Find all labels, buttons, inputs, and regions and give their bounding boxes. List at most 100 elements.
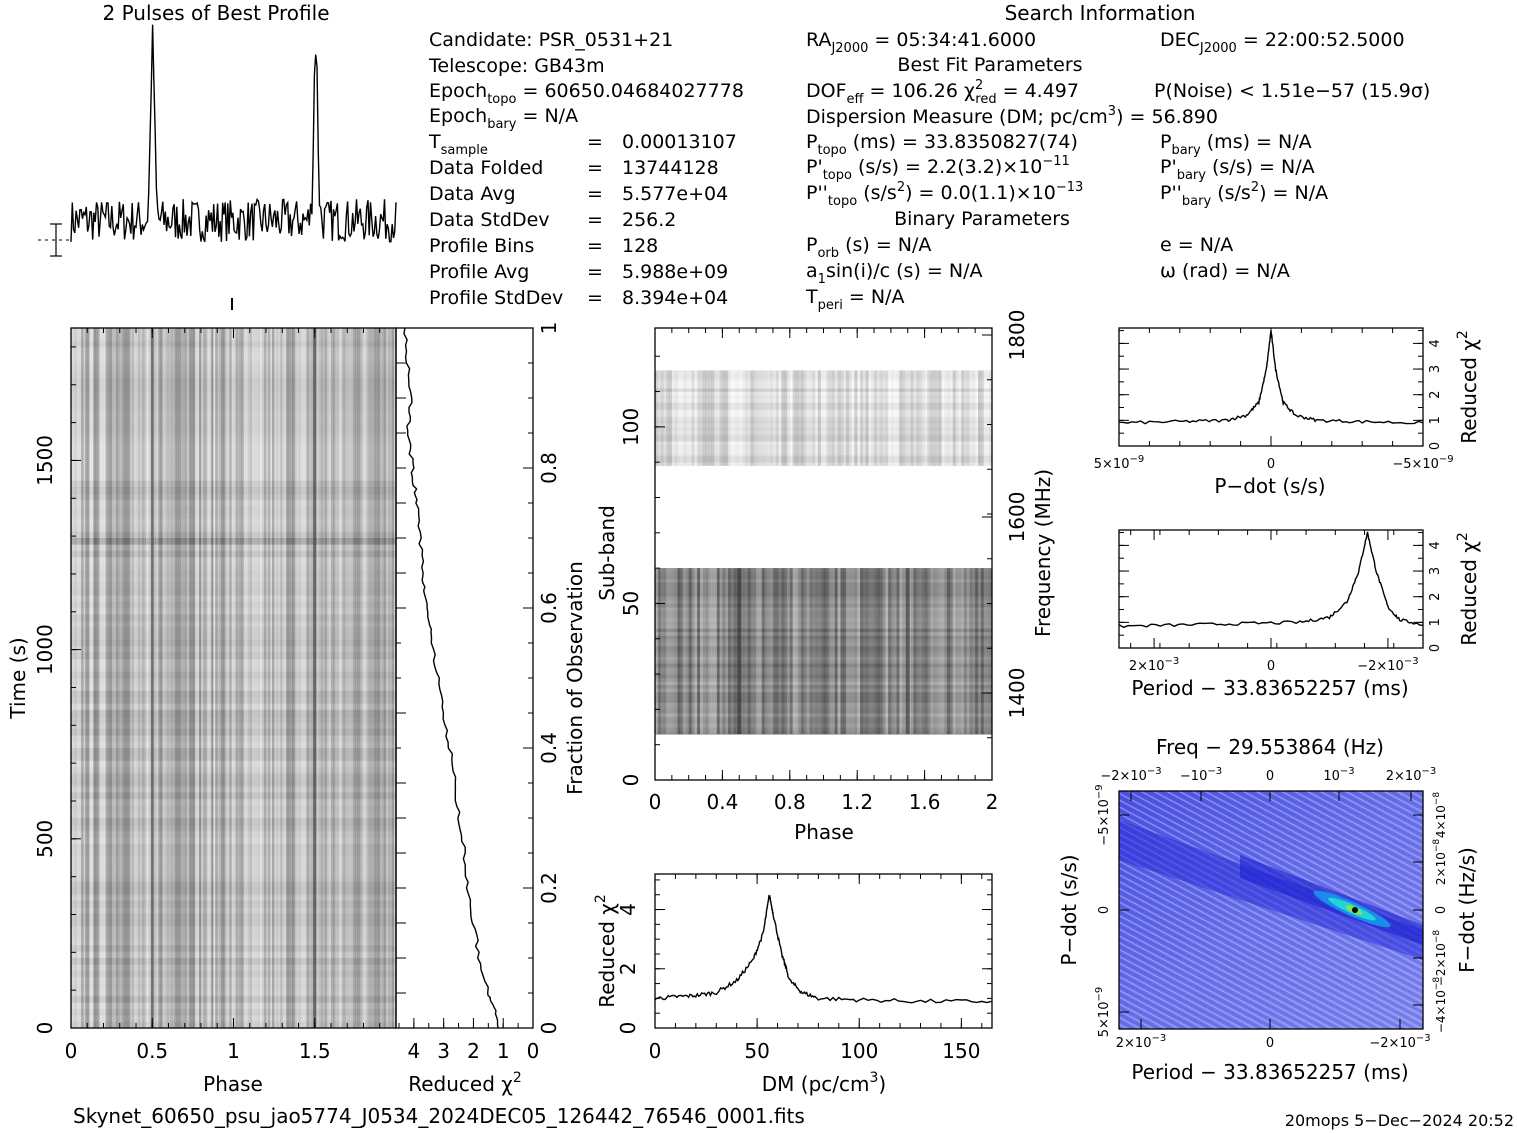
tp-col bbox=[213, 328, 216, 1028]
frac-ytick-label: 0.8 bbox=[537, 452, 561, 484]
sb-col bbox=[958, 568, 962, 735]
tp-col bbox=[186, 328, 190, 1028]
sb-col bbox=[657, 370, 661, 466]
tp-col bbox=[158, 328, 161, 1028]
sb-row bbox=[655, 589, 992, 594]
sb-row bbox=[655, 614, 992, 618]
dm-ytick-label: 2 bbox=[616, 962, 640, 975]
sb-col bbox=[671, 568, 676, 735]
profile-bins-value: 128 bbox=[622, 235, 658, 257]
sb-col bbox=[978, 370, 982, 466]
sb-col bbox=[941, 568, 945, 735]
tp-col bbox=[207, 328, 210, 1028]
eq-4: = bbox=[587, 235, 603, 257]
ppd-bottom-label: 0 bbox=[1266, 1036, 1274, 1051]
sb-col bbox=[694, 568, 698, 735]
sb-row bbox=[655, 426, 992, 431]
sb-col bbox=[764, 568, 768, 735]
sb-col bbox=[792, 568, 796, 735]
sb-col bbox=[733, 568, 737, 735]
eccentricity: e = N/A bbox=[1160, 234, 1233, 256]
tp-col bbox=[324, 328, 328, 1028]
sb-col bbox=[770, 370, 774, 466]
sb-col bbox=[854, 370, 858, 466]
tp-col bbox=[389, 328, 393, 1028]
sb-row bbox=[655, 596, 992, 601]
epoch-topo-line: Epochtopo = 60650.04684027778 bbox=[429, 80, 744, 107]
sb-col bbox=[708, 568, 712, 735]
sb-y2tick-label: 1600 bbox=[1005, 492, 1029, 543]
ppd-left-label: 5×10−9 bbox=[1094, 987, 1112, 1037]
tp-ytick-label: 1000 bbox=[33, 624, 57, 675]
frac-ytick-label: 0.2 bbox=[537, 872, 561, 904]
tp-col bbox=[270, 328, 273, 1028]
sb-col bbox=[938, 568, 942, 735]
sb-col bbox=[846, 370, 850, 466]
tp-col bbox=[369, 328, 373, 1028]
tp-col bbox=[355, 328, 358, 1028]
tp-col bbox=[249, 328, 253, 1028]
sb-col bbox=[963, 568, 968, 735]
sb-col bbox=[725, 370, 729, 466]
sb-col bbox=[660, 568, 664, 735]
tp-col bbox=[172, 328, 176, 1028]
tp-col bbox=[219, 328, 222, 1028]
sb-col bbox=[789, 370, 793, 466]
tp-col bbox=[125, 328, 129, 1028]
sb-col bbox=[778, 370, 782, 466]
chi2-value: 4.497 bbox=[1025, 80, 1079, 102]
sb-col bbox=[691, 370, 695, 466]
sb-col bbox=[848, 370, 852, 466]
sb-col bbox=[767, 370, 771, 466]
sb-col bbox=[829, 370, 833, 466]
data-folded-value: 13744128 bbox=[622, 157, 719, 179]
pdot-chi2-panel: 5×10−9 0 −5×10−9 0 1 2 3 4 bbox=[1094, 327, 1454, 472]
dm-label: Dispersion Measure (DM; pc/cm bbox=[806, 106, 1108, 128]
frac-ytick-label: 0 bbox=[537, 1022, 561, 1035]
sb-col bbox=[685, 568, 690, 735]
fits-filename: Skynet_60650_psu_jao5774_J0534_2024DEC05… bbox=[73, 1104, 805, 1128]
tp-col bbox=[199, 328, 202, 1028]
pd-ytick-label: 4 bbox=[1428, 339, 1443, 347]
sb-col bbox=[753, 370, 757, 466]
sb-col bbox=[655, 568, 659, 735]
sb-col bbox=[840, 568, 844, 735]
pd-ytick-label: 0 bbox=[1428, 442, 1443, 450]
sb-col bbox=[823, 370, 827, 466]
sb-col bbox=[986, 568, 990, 735]
tp-col bbox=[168, 328, 171, 1028]
tp-ylabel: Time (s) bbox=[6, 637, 30, 719]
ppd-ylabel: P−dot (s/s) bbox=[1057, 854, 1081, 965]
sb-col bbox=[862, 568, 866, 735]
sb-col bbox=[758, 370, 763, 466]
tp-col bbox=[343, 328, 346, 1028]
tp-col bbox=[261, 328, 265, 1028]
tp-col bbox=[227, 328, 230, 1028]
sb-col bbox=[750, 370, 754, 466]
tp-col bbox=[71, 328, 74, 1028]
frac-xtick-label: 3 bbox=[437, 1039, 450, 1063]
sb-col bbox=[812, 568, 816, 735]
sb-row bbox=[655, 624, 992, 629]
sb-row bbox=[655, 373, 992, 378]
sb-col bbox=[787, 370, 791, 466]
sb-row bbox=[655, 638, 992, 643]
pd-ytick-label: 1 bbox=[1428, 416, 1443, 424]
sb-col bbox=[840, 370, 844, 466]
sb-col bbox=[699, 370, 704, 466]
tsample-value: 0.00013107 bbox=[622, 131, 737, 153]
eq-6: = bbox=[587, 287, 603, 309]
sb-row bbox=[655, 398, 992, 403]
sb-row bbox=[655, 730, 992, 735]
sb-col bbox=[851, 370, 855, 466]
tsample-line: Tsample bbox=[428, 131, 488, 158]
sb-row bbox=[655, 437, 992, 442]
time-phase-heatmap: 0 0.5 1 1.5 0 500 1000 1500 bbox=[33, 327, 397, 1063]
tp-col bbox=[148, 328, 151, 1028]
sb-col bbox=[781, 568, 785, 735]
sb-col bbox=[916, 568, 920, 735]
sb-col bbox=[697, 370, 701, 466]
tp-col bbox=[326, 328, 330, 1028]
sb-col bbox=[876, 370, 881, 466]
